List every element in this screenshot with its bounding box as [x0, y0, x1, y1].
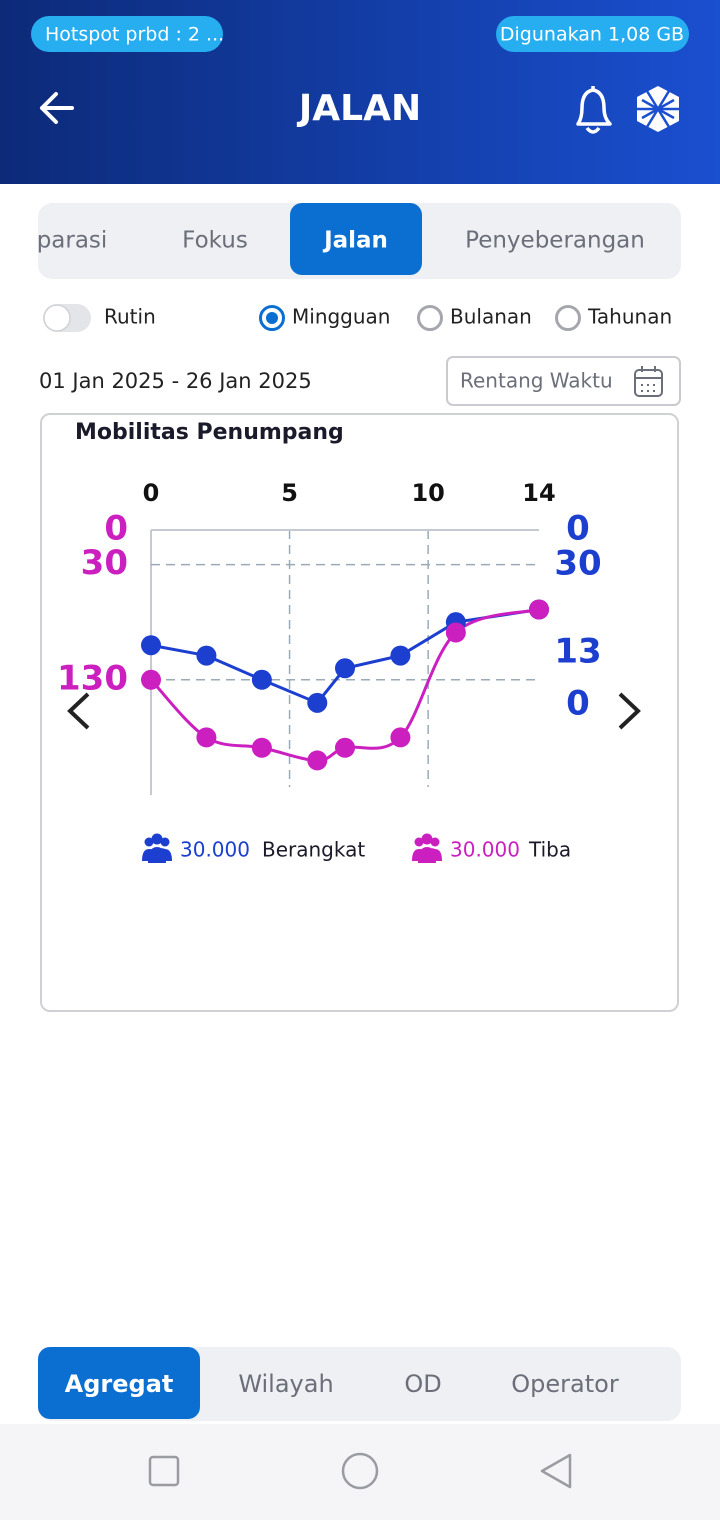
data-point[interactable]: [196, 645, 217, 666]
icon-part: [144, 837, 154, 847]
nav-bar: [0, 1424, 720, 1520]
x-tick-label: 10: [411, 479, 444, 507]
x-tick-label: 0: [143, 479, 160, 507]
tab[interactable]: Fokus: [182, 228, 248, 254]
data-point[interactable]: [141, 635, 161, 656]
legend-icon: [412, 833, 442, 863]
nav-recent[interactable]: [148, 1455, 180, 1487]
date-range: 01 Jan 2025 - 26 Jan 2025: [39, 369, 312, 393]
logo-icon[interactable]: [637, 86, 679, 132]
prev-arrow[interactable]: [67, 692, 90, 730]
data-point[interactable]: [251, 669, 272, 690]
bottom-tab[interactable]: Agregat: [65, 1370, 174, 1398]
y-tick-label: 30: [81, 543, 128, 583]
tab[interactable]: parasi: [37, 228, 108, 254]
range-button[interactable]: [446, 356, 681, 406]
y2-label: 0: [566, 684, 590, 724]
nav-home[interactable]: [341, 1452, 379, 1490]
header-title: JALAN: [296, 88, 421, 129]
usage-text: Digunakan 1,08 GB: [500, 24, 684, 46]
nav-back[interactable]: [540, 1453, 572, 1489]
y-tick-label: 130: [57, 658, 128, 698]
data-point[interactable]: [196, 727, 217, 748]
hotspot-pill: [31, 16, 223, 52]
data-point[interactable]: [335, 658, 355, 679]
legend-total: 30.000: [450, 838, 520, 862]
legend-name: Tiba: [528, 838, 571, 862]
icon-part: [414, 837, 424, 847]
x-tick-label: 14: [522, 479, 555, 507]
toggle-label: Rutin: [104, 305, 156, 329]
back-button[interactable]: [40, 92, 74, 124]
usage-pill: [496, 16, 689, 52]
data-point[interactable]: [307, 692, 328, 713]
y2-label: 30: [554, 544, 601, 584]
radio-dot: [266, 312, 278, 324]
legend-total: 30.000: [180, 838, 250, 862]
radio-label: Mingguan: [292, 305, 391, 329]
x-tick-label: 5: [281, 479, 298, 507]
data-point[interactable]: [445, 622, 466, 643]
data-point[interactable]: [251, 737, 272, 758]
chart-title: Mobilitas Penumpang: [75, 420, 344, 445]
icon-part: [151, 833, 163, 845]
y-tick-label: 0: [104, 509, 128, 549]
icon-part: [421, 833, 433, 845]
data-point[interactable]: [141, 669, 161, 690]
icon-part: [418, 847, 436, 863]
radio[interactable]: [417, 305, 443, 331]
data-point[interactable]: [390, 727, 411, 748]
radio-label: Tahunan: [587, 305, 672, 329]
bottom-tab-active-bg[interactable]: [38, 1347, 200, 1419]
tab[interactable]: Jalan: [322, 228, 388, 254]
data-point[interactable]: [529, 599, 549, 620]
legend-icon: [142, 833, 172, 863]
data-point[interactable]: [390, 645, 411, 666]
radio-label: Bulanan: [450, 305, 532, 329]
next-arrow[interactable]: [618, 692, 641, 730]
series-line: [150, 608, 540, 705]
icon-part: [148, 847, 166, 863]
icon-part: [430, 837, 440, 847]
y2-label: 13: [554, 632, 601, 672]
legend-name: Berangkat: [262, 838, 365, 862]
bottom-tab[interactable]: Wilayah: [238, 1370, 333, 1398]
toggle-knob: [43, 304, 71, 332]
y2-label: 0: [566, 509, 590, 549]
data-point[interactable]: [335, 737, 355, 758]
data-point[interactable]: [307, 750, 328, 771]
tab-active-bg[interactable]: [290, 203, 422, 275]
calendar-icon: [634, 366, 663, 397]
hotspot-text: Hotspot prbd : 2 ...: [45, 24, 224, 46]
bell-icon[interactable]: [576, 86, 612, 134]
chart-card: [40, 413, 679, 1012]
range-button-text: Rentang Waktu: [460, 369, 613, 393]
tab[interactable]: Penyeberangan: [465, 228, 645, 254]
bottom-tab[interactable]: OD: [404, 1370, 441, 1398]
bottom-tab[interactable]: Operator: [511, 1370, 619, 1398]
icon-part: [160, 837, 170, 847]
radio[interactable]: [555, 305, 581, 331]
